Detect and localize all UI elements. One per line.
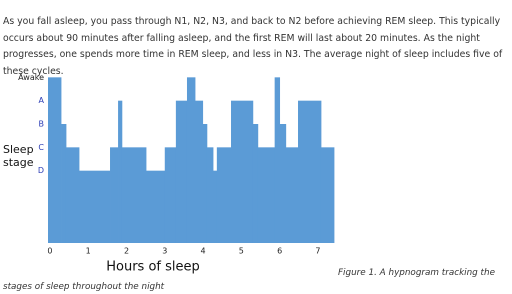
x-tick-label: 3 — [162, 247, 167, 256]
x-tick-label: 4 — [201, 247, 206, 256]
step-bar — [206, 147, 214, 243]
step-bar — [279, 124, 287, 243]
step-bar — [186, 77, 196, 243]
step-bar — [285, 147, 299, 243]
step-bar — [146, 170, 166, 243]
step-bar — [298, 100, 322, 244]
step-bar — [110, 147, 119, 243]
step-bar — [164, 147, 177, 243]
y-tick-label: Awake — [18, 73, 44, 82]
step-bar — [61, 124, 67, 243]
figure-caption: Figure 1. A hypnogram tracking the stage… — [3, 268, 495, 292]
x-tick-label: 6 — [277, 247, 282, 256]
y-tick-label: D — [38, 166, 44, 175]
step-bar — [320, 147, 335, 243]
y-tick-label: B — [39, 120, 45, 129]
x-tick-label: 2 — [124, 247, 129, 256]
step-bar — [257, 147, 276, 243]
x-tick-label: 0 — [47, 247, 52, 256]
step-bar — [213, 170, 218, 243]
y-axis-label: Sleep stage — [3, 143, 34, 169]
step-bar — [175, 100, 188, 244]
step-bar — [202, 124, 208, 243]
step-bar — [118, 100, 123, 244]
step-bar — [252, 124, 259, 243]
x-tick-label: 5 — [239, 247, 244, 256]
step-bar — [231, 100, 254, 244]
step-bar — [195, 100, 204, 244]
step-bar — [274, 77, 281, 243]
step-bar — [79, 170, 111, 243]
step-bar — [65, 147, 80, 243]
x-axis-label: Hours of sleep — [106, 260, 200, 275]
chart: Awake A B C D 0 1 2 3 4 5 6 7 Hours of sleep — [18, 73, 335, 275]
x-tick-label: 1 — [86, 247, 91, 256]
step-bar — [48, 77, 62, 243]
x-tick-label: 7 — [315, 247, 320, 256]
step-bar — [121, 147, 147, 243]
page: {"paragraph": "As you fall asleep, you p… — [3, 16, 503, 292]
y-tick-label: A — [39, 96, 45, 105]
paragraph: As you fall asleep, you pass through N1,… — [3, 16, 503, 77]
y-tick-label: C — [38, 143, 44, 152]
step-bar — [216, 147, 232, 243]
